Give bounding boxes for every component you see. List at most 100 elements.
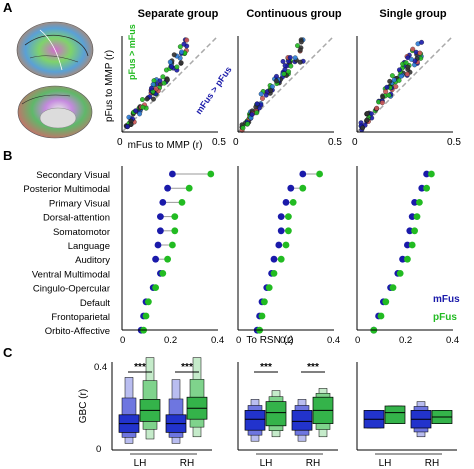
network-label: Cingulo-Opercular — [33, 284, 110, 295]
dot-mfus — [287, 184, 295, 192]
tick-label-max: 0.5 — [328, 137, 342, 148]
dot-pfus — [277, 255, 285, 263]
scatter-point — [125, 124, 131, 130]
dot-mfus — [282, 199, 290, 206]
scatter-point — [387, 78, 393, 84]
dot-pfus — [289, 199, 297, 206]
scatter-point — [292, 55, 298, 61]
scatter-point — [408, 56, 414, 62]
dot-pfus — [164, 255, 172, 263]
diagonal-line-1 — [237, 35, 335, 133]
legend-pfus: pFus — [433, 312, 457, 323]
dot-mfus — [270, 255, 278, 263]
scatter-point — [179, 49, 185, 55]
scatter-point — [405, 64, 411, 70]
scatter-point — [281, 71, 287, 77]
legend-mfus: mFus — [433, 294, 460, 305]
network-label: Language — [68, 241, 110, 252]
scatter-point — [160, 74, 166, 80]
scatter-point — [153, 86, 159, 92]
tick-label: 0.4 — [446, 335, 459, 346]
scatter-point — [184, 37, 190, 43]
hemisphere-label: LH — [134, 458, 147, 469]
panel-letter-b: B — [3, 148, 12, 163]
dot-pfus — [423, 184, 430, 192]
scatter-point — [393, 84, 399, 90]
scatter-point — [140, 97, 145, 103]
scatter-point — [404, 71, 410, 77]
dot-pfus — [316, 170, 323, 178]
y-axis-label-c: GBC (r) — [78, 389, 89, 423]
tick-label: 0 — [120, 335, 125, 346]
tick-label: 0 — [355, 335, 360, 346]
scatter-point — [396, 77, 402, 83]
tick-label-zero: 0 — [117, 137, 123, 148]
network-label: Primary Visual — [49, 198, 110, 209]
boxen-box-mfus — [291, 410, 313, 431]
scatter-point — [368, 111, 374, 117]
network-label: Orbito-Affective — [45, 326, 110, 337]
scatter-point — [144, 96, 150, 102]
dot-pfus — [377, 312, 385, 320]
scatter-point — [280, 59, 286, 64]
dot-mfus — [169, 170, 176, 178]
panel-letter-c: C — [3, 345, 13, 360]
scatter-point — [171, 52, 177, 58]
scatter-point — [389, 73, 395, 79]
hemisphere-label: RH — [306, 458, 320, 469]
dot-pfus — [171, 213, 179, 221]
dot-pfus — [396, 270, 404, 277]
tick-label-zero: 0 — [233, 137, 239, 148]
dot-pfus — [261, 298, 268, 306]
scatter-point — [286, 69, 292, 75]
scatter-point — [295, 43, 300, 49]
dot-pfus — [382, 298, 390, 306]
scatter-point — [167, 59, 173, 65]
scatter-point — [374, 105, 380, 111]
dot-pfus — [413, 213, 421, 221]
scatter-point — [419, 39, 425, 45]
dot-pfus — [265, 284, 273, 291]
dot-pfus — [171, 227, 179, 235]
dot-pfus — [285, 227, 292, 235]
scatter-point — [273, 78, 279, 84]
panel-a: Separate group 0 0.5 Continuous group 0 0.5 Si… — [104, 8, 461, 151]
significance-stars: *** — [260, 362, 272, 373]
tick-label: 0.2 — [280, 335, 293, 346]
brain-image-medial — [17, 85, 93, 139]
dot-mfus — [418, 184, 426, 192]
panel-a-title-0: Separate group — [138, 8, 219, 20]
tick-label-zero: 0 — [96, 444, 101, 455]
scatter-point — [137, 111, 143, 117]
dot-mfus — [408, 213, 416, 221]
tick-label: 0.4 — [327, 335, 340, 346]
scatter-point — [128, 121, 134, 127]
diagonal-line-2 — [356, 35, 454, 133]
scatter-point — [258, 91, 264, 97]
dot-pfus — [142, 312, 150, 320]
significance-stars: *** — [307, 362, 319, 373]
dot-mfus — [406, 227, 414, 235]
dot-mfus — [157, 213, 164, 221]
dot-mfus — [157, 227, 164, 235]
network-label: Auditory — [75, 255, 110, 266]
scatter-point — [383, 89, 389, 95]
dot-pfus — [185, 184, 193, 192]
scatter-point — [282, 63, 288, 69]
tick-label: 0.2 — [164, 335, 177, 346]
scatter-point — [384, 84, 390, 90]
network-label: Secondary Visual — [36, 170, 110, 181]
dot-pfus — [270, 270, 278, 277]
scatter-point — [386, 92, 392, 98]
brain-image-lateral — [16, 21, 94, 79]
scatter-point — [164, 77, 170, 83]
x-axis-label: mFus to MMP (r) — [128, 140, 203, 151]
scatter-point — [410, 46, 416, 52]
tick-label-max: 0.5 — [212, 137, 226, 148]
dot-mfus — [159, 199, 167, 206]
network-label: Ventral Multimodal — [32, 269, 110, 280]
dot-pfus — [282, 241, 290, 249]
network-label: Posterior Multimodal — [23, 184, 110, 195]
scatter-point — [140, 104, 146, 110]
dot-mfus — [152, 255, 160, 263]
